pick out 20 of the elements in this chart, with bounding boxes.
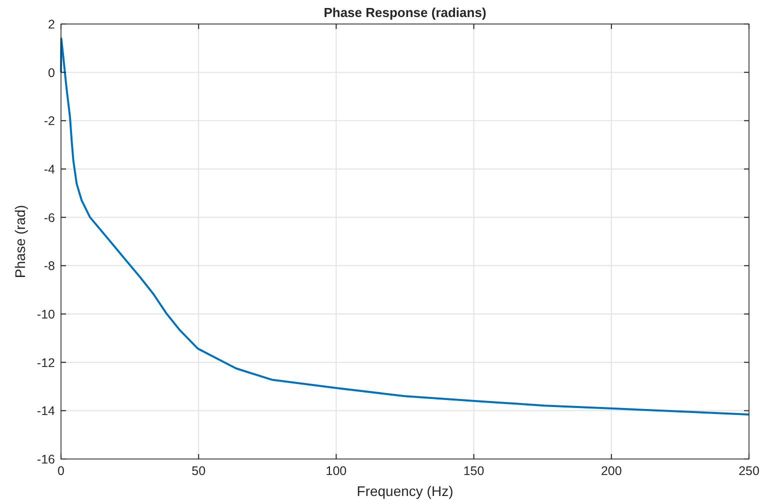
x-tick-label: 200 bbox=[600, 464, 622, 478]
y-tick-label: -4 bbox=[44, 162, 56, 176]
y-tick-label: -8 bbox=[44, 259, 56, 274]
y-tick-label: 2 bbox=[48, 18, 56, 32]
x-tick-label: 250 bbox=[738, 464, 760, 478]
chart-title: Phase Response (radians) bbox=[324, 5, 486, 20]
x-tick-label: 150 bbox=[463, 464, 484, 478]
x-tick-label: 50 bbox=[192, 464, 206, 478]
x-tick-label: 100 bbox=[326, 464, 347, 478]
line-series bbox=[60, 38, 750, 416]
y-tick-label: 0 bbox=[48, 66, 56, 80]
y-tick-label: -2 bbox=[44, 114, 56, 128]
y-tick-label: -10 bbox=[36, 308, 56, 322]
x-tick-label: 0 bbox=[58, 464, 65, 478]
y-tick-label: -12 bbox=[36, 356, 56, 370]
x-axis-title: Frequency (Hz) bbox=[356, 483, 454, 499]
y-axis-title: Phase (rad) bbox=[12, 204, 28, 278]
y-tick-label: -16 bbox=[36, 452, 56, 466]
y-tick-label: -14 bbox=[36, 404, 56, 418]
y-tick-label: -6 bbox=[44, 210, 56, 225]
